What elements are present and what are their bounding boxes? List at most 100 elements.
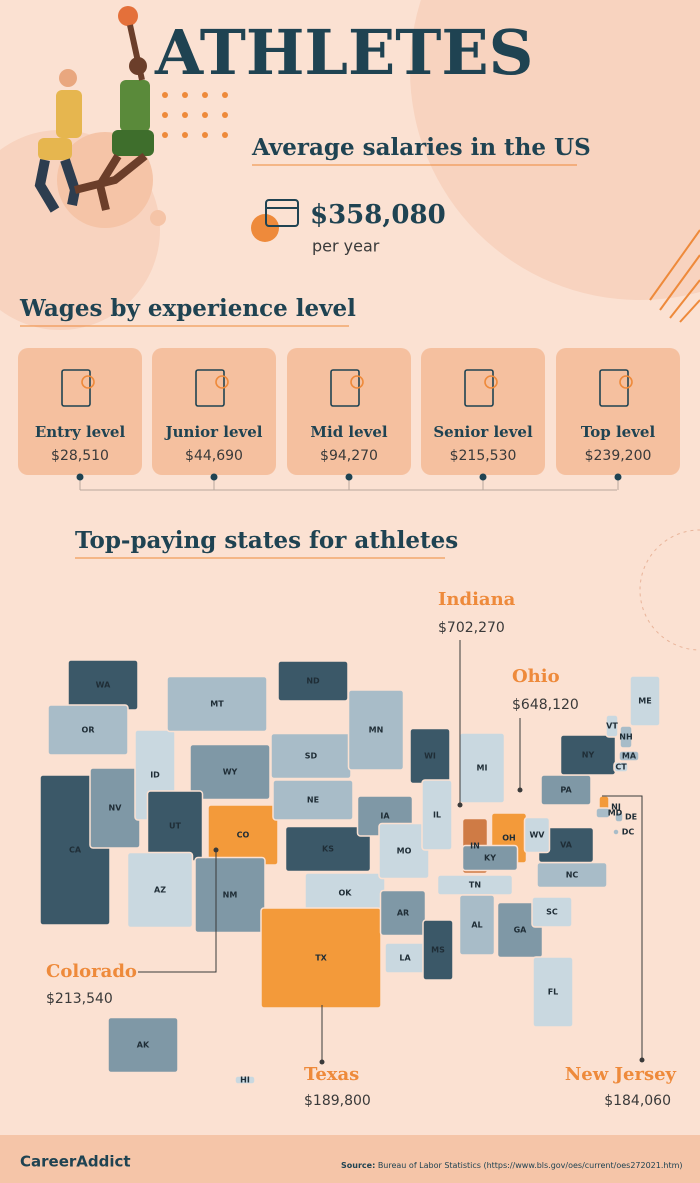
- level-label: Top level: [581, 423, 656, 441]
- state-label: NJ: [611, 803, 621, 812]
- brand: CareerAddict: [20, 1153, 131, 1171]
- state-name: Colorado: [46, 961, 137, 982]
- state-name: New Jersey: [565, 1064, 677, 1085]
- bg-dot: [251, 214, 279, 242]
- state-label: MS: [431, 946, 445, 955]
- state-shape: [461, 844, 519, 872]
- state-label: MT: [210, 700, 224, 709]
- leader-dot: [517, 787, 523, 793]
- level-label: Entry level: [35, 423, 126, 441]
- state-shape: [531, 896, 573, 928]
- state-label: WI: [424, 752, 436, 761]
- connector-dot: [76, 473, 84, 481]
- footer-band: [0, 1135, 700, 1183]
- icon-accent: [484, 375, 498, 389]
- state-label: DE: [625, 813, 637, 822]
- state-label: DC: [622, 828, 635, 837]
- state-shape: [532, 956, 574, 1028]
- state-shape: [422, 919, 454, 981]
- connector-dot: [614, 473, 622, 481]
- card: [287, 348, 411, 475]
- period: per year: [312, 237, 380, 256]
- state-wage: $702,270: [438, 620, 505, 636]
- leader-dot: [319, 1059, 325, 1065]
- card-icon: [61, 369, 95, 407]
- card: [18, 348, 142, 475]
- state-label: MI: [477, 764, 488, 773]
- state-shape: [613, 761, 629, 773]
- source: Source: Bureau of Labor Statistics (http…: [341, 1161, 683, 1170]
- state-shape: [559, 734, 617, 776]
- state-wage: $184,060: [604, 1093, 671, 1109]
- state-label: SC: [546, 908, 558, 917]
- state-label: TX: [315, 954, 327, 963]
- state-shape: [378, 822, 430, 880]
- state-label: TN: [469, 881, 481, 890]
- state-label: MD: [608, 809, 623, 818]
- state-label: NC: [566, 871, 579, 880]
- card-icon: [464, 369, 498, 407]
- state-shape: [612, 828, 620, 836]
- state-label: FL: [548, 988, 559, 997]
- state-wage: $648,120: [512, 697, 579, 713]
- state-label: SD: [305, 752, 318, 761]
- state-label: OK: [339, 889, 353, 898]
- state-shape: [234, 1075, 256, 1085]
- icon-accent: [619, 375, 633, 389]
- leader-dot: [639, 1057, 645, 1063]
- state-label: NV: [109, 804, 123, 813]
- us-map: WA OR CA NV ID MT WY UT CO AZ NM ND SD NE KS OK TX MN IA MO…: [39, 659, 661, 1085]
- state-label: MN: [369, 726, 384, 735]
- state-label: KS: [322, 845, 334, 854]
- state-label: CA: [69, 846, 82, 855]
- subtitle: Average salaries in the US: [251, 134, 591, 161]
- state-label: CT: [615, 763, 627, 772]
- state-shape: [421, 779, 453, 851]
- level-label: Senior level: [433, 423, 533, 441]
- state-label: MO: [397, 847, 412, 856]
- stripes: [649, 229, 700, 323]
- state-shape: [605, 714, 619, 738]
- state-label: IA: [380, 812, 390, 821]
- icon-accent: [215, 375, 229, 389]
- state-shape: [629, 675, 661, 727]
- section-title: Wages by experience level: [19, 295, 356, 322]
- state-label: VT: [606, 722, 618, 731]
- state-label: AR: [397, 909, 409, 918]
- state-label: HI: [240, 1076, 250, 1085]
- card: [556, 348, 680, 475]
- state-label: NY: [582, 751, 595, 760]
- state-name: Ohio: [512, 666, 560, 687]
- state-shape: [284, 825, 372, 873]
- state-shape: [107, 1016, 179, 1074]
- state-shape: [595, 807, 611, 819]
- state-wage: $189,800: [304, 1093, 371, 1109]
- state-shape: [47, 704, 129, 756]
- section-title: Top-paying states for athletes: [75, 527, 458, 554]
- card: [421, 348, 545, 475]
- callouts: Indiana $702,270 Ohio $648,120 Colorado $213,…: [46, 589, 677, 1109]
- leader-line: [602, 795, 643, 1060]
- state-shape: [379, 889, 427, 937]
- state-label: WY: [223, 768, 238, 777]
- level-wage: $94,270: [320, 448, 378, 464]
- state-wage: $213,540: [46, 991, 113, 1007]
- state-label: ND: [306, 677, 320, 686]
- connector-dot: [479, 473, 487, 481]
- state-label: GA: [514, 926, 528, 935]
- state-label: CO: [237, 831, 250, 840]
- state-label: KY: [484, 854, 496, 863]
- icon-accent: [350, 375, 364, 389]
- connector-dot: [210, 473, 218, 481]
- state-label: PA: [560, 786, 572, 795]
- level-wage: $44,690: [185, 448, 243, 464]
- state-shape: [126, 851, 194, 929]
- state-label: NE: [307, 796, 319, 805]
- state-label: NH: [619, 733, 632, 742]
- state-shape: [523, 816, 551, 854]
- card-icon: [330, 369, 364, 407]
- source-label: Source:: [341, 1161, 375, 1170]
- card-icon: [195, 369, 229, 407]
- level-label: Mid level: [310, 423, 388, 441]
